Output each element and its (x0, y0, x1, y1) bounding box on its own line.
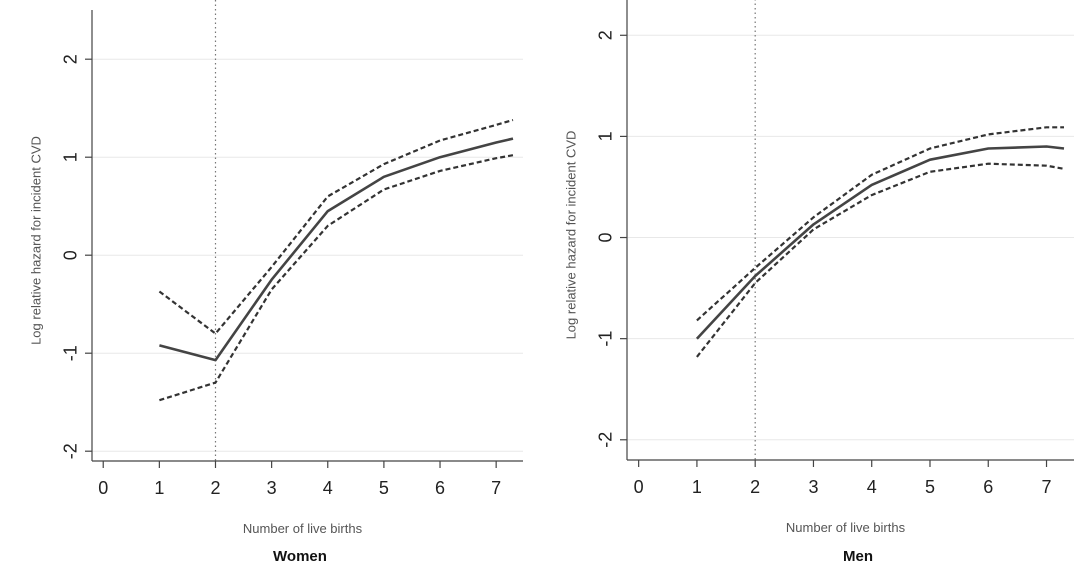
men-x-tick-label: 2 (750, 477, 760, 497)
men-y-tick-label: -1 (596, 331, 616, 347)
men-x-tick-label: 5 (925, 477, 935, 497)
men-x-tick-label: 4 (867, 477, 877, 497)
women-x-axis-title: Number of live births (243, 521, 363, 536)
men-x-tick-label: 7 (1042, 477, 1052, 497)
women-chart-svg: -2 -1 0 1 2 0 1 2 3 4 5 6 7 Number of live births Log … (28, 0, 523, 536)
men-x-tick-label: 1 (692, 477, 702, 497)
men-x-tick-label: 0 (634, 477, 644, 497)
chart-panel-women: -2 -1 0 1 2 0 1 2 3 4 5 6 7 Number of live births Log … (0, 0, 530, 582)
men-x-tick-label: 6 (983, 477, 993, 497)
panel-title-men: Men (843, 548, 873, 565)
women-x-tick-label: 5 (379, 478, 389, 498)
women-y-tick-label: 0 (61, 250, 81, 260)
women-lower-ci-line (159, 154, 514, 402)
women-upper-ci-line (158, 118, 514, 335)
men-y-tick-label: 2 (596, 30, 616, 40)
men-upper-ci-line (696, 126, 1064, 322)
women-x-tick-label: 0 (98, 478, 108, 498)
women-y-tick-label: 2 (61, 54, 81, 64)
women-x-tick-label: 3 (267, 478, 277, 498)
men-lower-ci-line (696, 162, 1065, 358)
women-x-tick-label: 2 (210, 478, 220, 498)
men-y-axis-title: Log relative hazard for incident CVD (563, 131, 578, 340)
women-y-tick-label: -2 (61, 443, 81, 459)
men-y-tick-label: -2 (596, 432, 616, 448)
men-x-tick-label: 3 (808, 477, 818, 497)
women-estimate-line (159, 137, 514, 362)
women-x-tick-label: 7 (491, 478, 501, 498)
men-chart-svg: -2 -1 0 1 2 0 1 2 3 4 5 6 7 Number of live births Log … (563, 0, 1074, 535)
women-x-tick-label: 6 (435, 478, 445, 498)
women-y-tick-label: -1 (61, 345, 81, 361)
chart-panel-men: -2 -1 0 1 2 0 1 2 3 4 5 6 7 Number of live births Log … (535, 0, 1074, 582)
men-y-tick-label: 1 (596, 131, 616, 141)
men-estimate-line (695, 145, 1065, 340)
women-x-tick-label: 1 (154, 478, 164, 498)
women-y-axis-title: Log relative hazard for incident CVD (28, 136, 43, 345)
women-x-tick-label: 4 (323, 478, 333, 498)
panel-title-women: Women (273, 548, 327, 565)
women-y-tick-label: 1 (61, 152, 81, 162)
men-x-axis-title: Number of live births (786, 520, 906, 535)
men-y-tick-label: 0 (596, 233, 616, 243)
